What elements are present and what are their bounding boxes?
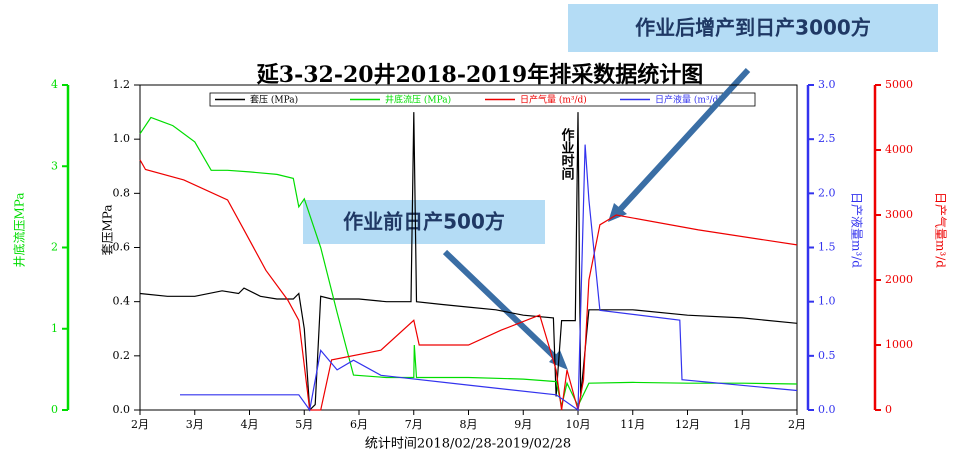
series-line — [139, 112, 798, 412]
y-axis-label: 井底流压MPa — [12, 193, 27, 268]
legend-label: 套压 (MPa) — [250, 94, 298, 106]
x-tick-label: 2月 — [131, 418, 149, 431]
legend-box — [209, 92, 756, 107]
series-line — [139, 116, 798, 408]
legend: 套压 (MPa) 井底流压 (MPa) 日产气量 (m³/d) 日产液量 (m³/d) — [215, 94, 722, 106]
y-tick-label: 2 — [51, 241, 58, 254]
work-time-label: 作业时间 — [559, 127, 575, 181]
x-tick-label: 10月 — [566, 418, 591, 431]
legend-label: 井底流压 (MPa) — [385, 94, 451, 106]
y-tick-label: 0 — [885, 403, 892, 416]
x-tick-label: 12月 — [675, 418, 700, 431]
y-tick-label: 0.8 — [113, 186, 131, 199]
y-tick-label: 5000 — [885, 78, 913, 91]
y-tick-label: 4 — [51, 78, 58, 91]
x-tick-label: 4月 — [241, 418, 259, 431]
y-tick-label: 0.6 — [113, 241, 131, 254]
x-tick-label: 9月 — [514, 418, 532, 431]
x-tick-label: 8月 — [460, 418, 478, 431]
x-tick-label: 11月 — [620, 418, 645, 431]
y-tick-label: 3000 — [885, 208, 913, 221]
y-axis-label: 套压MPa — [101, 205, 115, 256]
y-tick-label: 1.0 — [818, 295, 836, 308]
x-axis-label: 统计时间2018/02/28-2019/02/28 — [365, 437, 571, 452]
callout-box — [568, 4, 938, 52]
series-line — [180, 144, 798, 412]
y-tick-label: 2.5 — [818, 132, 836, 145]
y-tick-label: 1.0 — [113, 132, 131, 145]
legend-label: 日产气量 (m³/d) — [520, 94, 587, 106]
callout-box — [303, 200, 545, 244]
plot-frame — [139, 84, 798, 411]
arrow — [613, 67, 751, 217]
y-tick-label: 3 — [51, 159, 58, 172]
y-tick-label: 4000 — [885, 143, 913, 156]
y-tick-label: 1.5 — [818, 241, 836, 254]
y-tick-label: 0.5 — [818, 349, 836, 362]
x-tick-label: 1月 — [733, 418, 751, 431]
x-tick-label: 7月 — [405, 418, 423, 431]
x-tick-label: 2月 — [788, 418, 806, 431]
y-tick-label: 0.0 — [818, 403, 836, 416]
y-tick-label: 3.0 — [818, 78, 836, 91]
legend-label: 日产液量 (m³/d) — [655, 94, 722, 106]
y-axis-label: 日产液量m³/d — [850, 192, 865, 268]
y-tick-label: 2000 — [885, 273, 913, 286]
callout-before: 作业前日产500方 — [343, 210, 505, 234]
y-tick-label: 1000 — [885, 338, 913, 351]
chart-title: 延3-32-20井2018-2019年排采数据统计图 — [256, 62, 703, 88]
y-axis-label: 日产气量m³/d — [934, 192, 949, 268]
y-tick-label: 0.4 — [113, 295, 131, 308]
y-tick-label: 1 — [51, 322, 58, 335]
arrow — [442, 249, 563, 365]
y-tick-label: 2.0 — [818, 186, 836, 199]
series-line — [139, 159, 798, 411]
callout-after: 作业后增产到日产3000方 — [635, 16, 871, 40]
x-tick-label: 3月 — [186, 418, 204, 431]
y-tick-label: 1.2 — [113, 78, 131, 91]
y-tick-label: 0.2 — [113, 349, 131, 362]
x-tick-label: 6月 — [350, 418, 368, 431]
x-tick-label: 5月 — [295, 418, 313, 431]
y-tick-label: 0.0 — [113, 403, 131, 416]
y-tick-label: 0 — [51, 403, 58, 416]
